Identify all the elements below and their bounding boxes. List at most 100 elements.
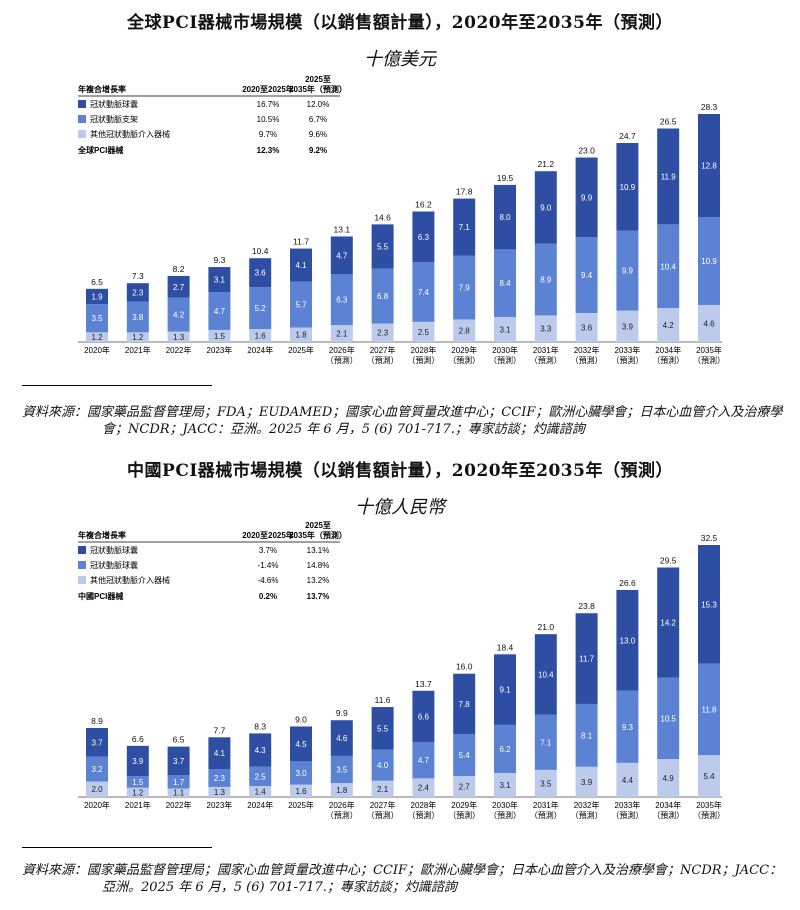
bar-segment: [371, 268, 394, 324]
bar-segment-label: 14.2: [660, 619, 676, 628]
cagr-value-2025-2035: 13.1%: [307, 546, 330, 555]
cagr-value-2020-2025: 3.7%: [259, 546, 277, 555]
bar-segment-label: 4.2: [663, 321, 675, 330]
bar-total-label: 32.5: [701, 533, 718, 543]
bar-segment: [290, 784, 312, 797]
bar-total-label: 9.3: [213, 255, 225, 265]
bar-segment-label: 3.8: [132, 313, 144, 322]
bar-total-label: 6.6: [132, 734, 144, 744]
x-tick-forecast-label: （預測）: [367, 810, 399, 820]
bar-segment: [86, 756, 108, 782]
bar-segment-label: 7.1: [459, 223, 471, 232]
bar-segment-label: 6.3: [336, 296, 348, 305]
bar-total-label: 26.5: [660, 117, 677, 127]
x-tick-forecast-label: （預測）: [652, 810, 684, 820]
bar-total-label: 23.8: [578, 601, 595, 611]
x-tick-forecast-label: （預測）: [448, 810, 480, 820]
legend-label: 冠狀動脈支架: [90, 114, 138, 124]
bar-segment: [126, 787, 149, 797]
bar-segment-label: 2.0: [91, 785, 103, 794]
chart-title-china: 中國PCI器械市場規模（以銷售額計量），2020年至2035年（預測）: [127, 461, 673, 481]
bar-segment-label: 11.8: [702, 705, 718, 714]
bar-segment: [494, 654, 516, 725]
bar-segment-label: 1.9: [91, 292, 103, 301]
chart-title-global: 全球PCI器械市場規模（以銷售額計量），2020年至2035年（預測）: [127, 13, 673, 33]
bar-segment-label: 4.1: [214, 749, 226, 758]
bar-segment: [698, 114, 720, 218]
cagr-total-2020-2025: 0.2%: [259, 592, 277, 601]
cagr-value-2025-2035: 13.2%: [307, 576, 330, 585]
source-note-global: 資料來源：國家藥品監督管理局；FDA；EUDAMED；國家心血管質量改進中心；C…: [22, 405, 783, 437]
bar-segment-label: 4.7: [214, 307, 226, 316]
cagr-col2-header-line1: 2025至: [305, 75, 331, 84]
bar-segment: [208, 267, 231, 293]
bar-segment: [290, 761, 312, 785]
bar-segment: [371, 749, 394, 781]
x-tick-forecast-label: （預測）: [407, 355, 439, 365]
bar-segment: [208, 786, 231, 797]
bar-segment-label: 15.3: [701, 600, 717, 609]
bar-segment: [575, 766, 598, 797]
x-tick-label: 2026年: [329, 345, 355, 355]
bar-total-label: 13.1: [334, 224, 351, 234]
bar-segment-label: 2.5: [418, 328, 430, 337]
cagr-header-label: 年複合增長率: [78, 530, 126, 540]
x-tick-label: 2030年: [492, 345, 518, 355]
bar-segment: [167, 331, 190, 342]
x-tick-label: 2031年: [533, 800, 559, 810]
bar-segment: [453, 255, 476, 320]
bar-segment-label: 11.9: [661, 172, 677, 181]
bar-segment: [657, 677, 680, 760]
x-tick-forecast-label: （預測）: [448, 355, 480, 365]
bar-total-label: 26.6: [619, 578, 636, 588]
bar-segment: [330, 720, 353, 756]
bar-segment: [575, 157, 598, 238]
x-tick-forecast-label: （預測）: [489, 355, 521, 365]
x-tick-forecast-label: （預測）: [326, 355, 358, 365]
bar-segment: [412, 262, 435, 322]
bar-segment: [453, 776, 476, 797]
bar-segment-label: 1.3: [214, 788, 226, 797]
bar-segment-label: 8.1: [581, 731, 593, 740]
x-tick-forecast-label: （預測）: [693, 355, 725, 365]
bar-segment-label: 9.3: [622, 723, 634, 732]
bar-segment-label: 4.1: [295, 261, 307, 270]
bar-segment-label: 10.9: [701, 257, 717, 266]
bar-segment-label: 5.4: [459, 751, 471, 760]
bar-segment-label: 1.4: [255, 788, 267, 797]
bar-segment-label: 11.7: [579, 655, 595, 664]
bar-segment-label: 6.6: [418, 712, 430, 721]
bar-segment: [290, 726, 312, 762]
bar-segment-label: 1.3: [173, 333, 185, 342]
bar-segment: [453, 319, 476, 342]
bar-segment-label: 12.8: [701, 162, 717, 171]
bar-total-label: 10.4: [252, 246, 269, 256]
bar-segment: [575, 237, 598, 313]
x-tick-label: 2025年: [288, 800, 314, 810]
bar-segment: [494, 184, 516, 250]
bar-total-label: 16.2: [415, 199, 432, 209]
bar-total-label: 29.5: [660, 555, 677, 565]
bar-segment-label: 3.1: [499, 326, 511, 335]
bar-total-label: 6.5: [91, 277, 103, 287]
bar-segment: [412, 778, 435, 797]
x-tick-forecast-label: （預測）: [530, 355, 562, 365]
bar-total-label: 16.0: [456, 662, 473, 672]
divider-2: [22, 847, 212, 848]
legend-label: 冠狀動脈球囊: [90, 99, 138, 109]
cagr-value-2020-2025: 10.5%: [257, 115, 280, 124]
bar-segment: [575, 703, 598, 767]
bar-segment-label: 3.7: [173, 757, 185, 766]
cagr-total-2020-2025: 12.3%: [257, 146, 280, 155]
bar-segment: [249, 258, 272, 288]
bar-segment: [330, 274, 353, 326]
bar-segment-label: 6.8: [377, 292, 389, 301]
x-tick-label: 2026年: [329, 800, 355, 810]
bar-segment-label: 10.4: [660, 262, 676, 271]
bar-segment: [86, 727, 108, 757]
bar-segment: [616, 762, 639, 797]
bar-segment-label: 3.6: [255, 269, 267, 278]
bar-segment: [86, 781, 108, 797]
bar-segment: [208, 769, 231, 787]
bar-segment-label: 3.9: [581, 778, 593, 787]
